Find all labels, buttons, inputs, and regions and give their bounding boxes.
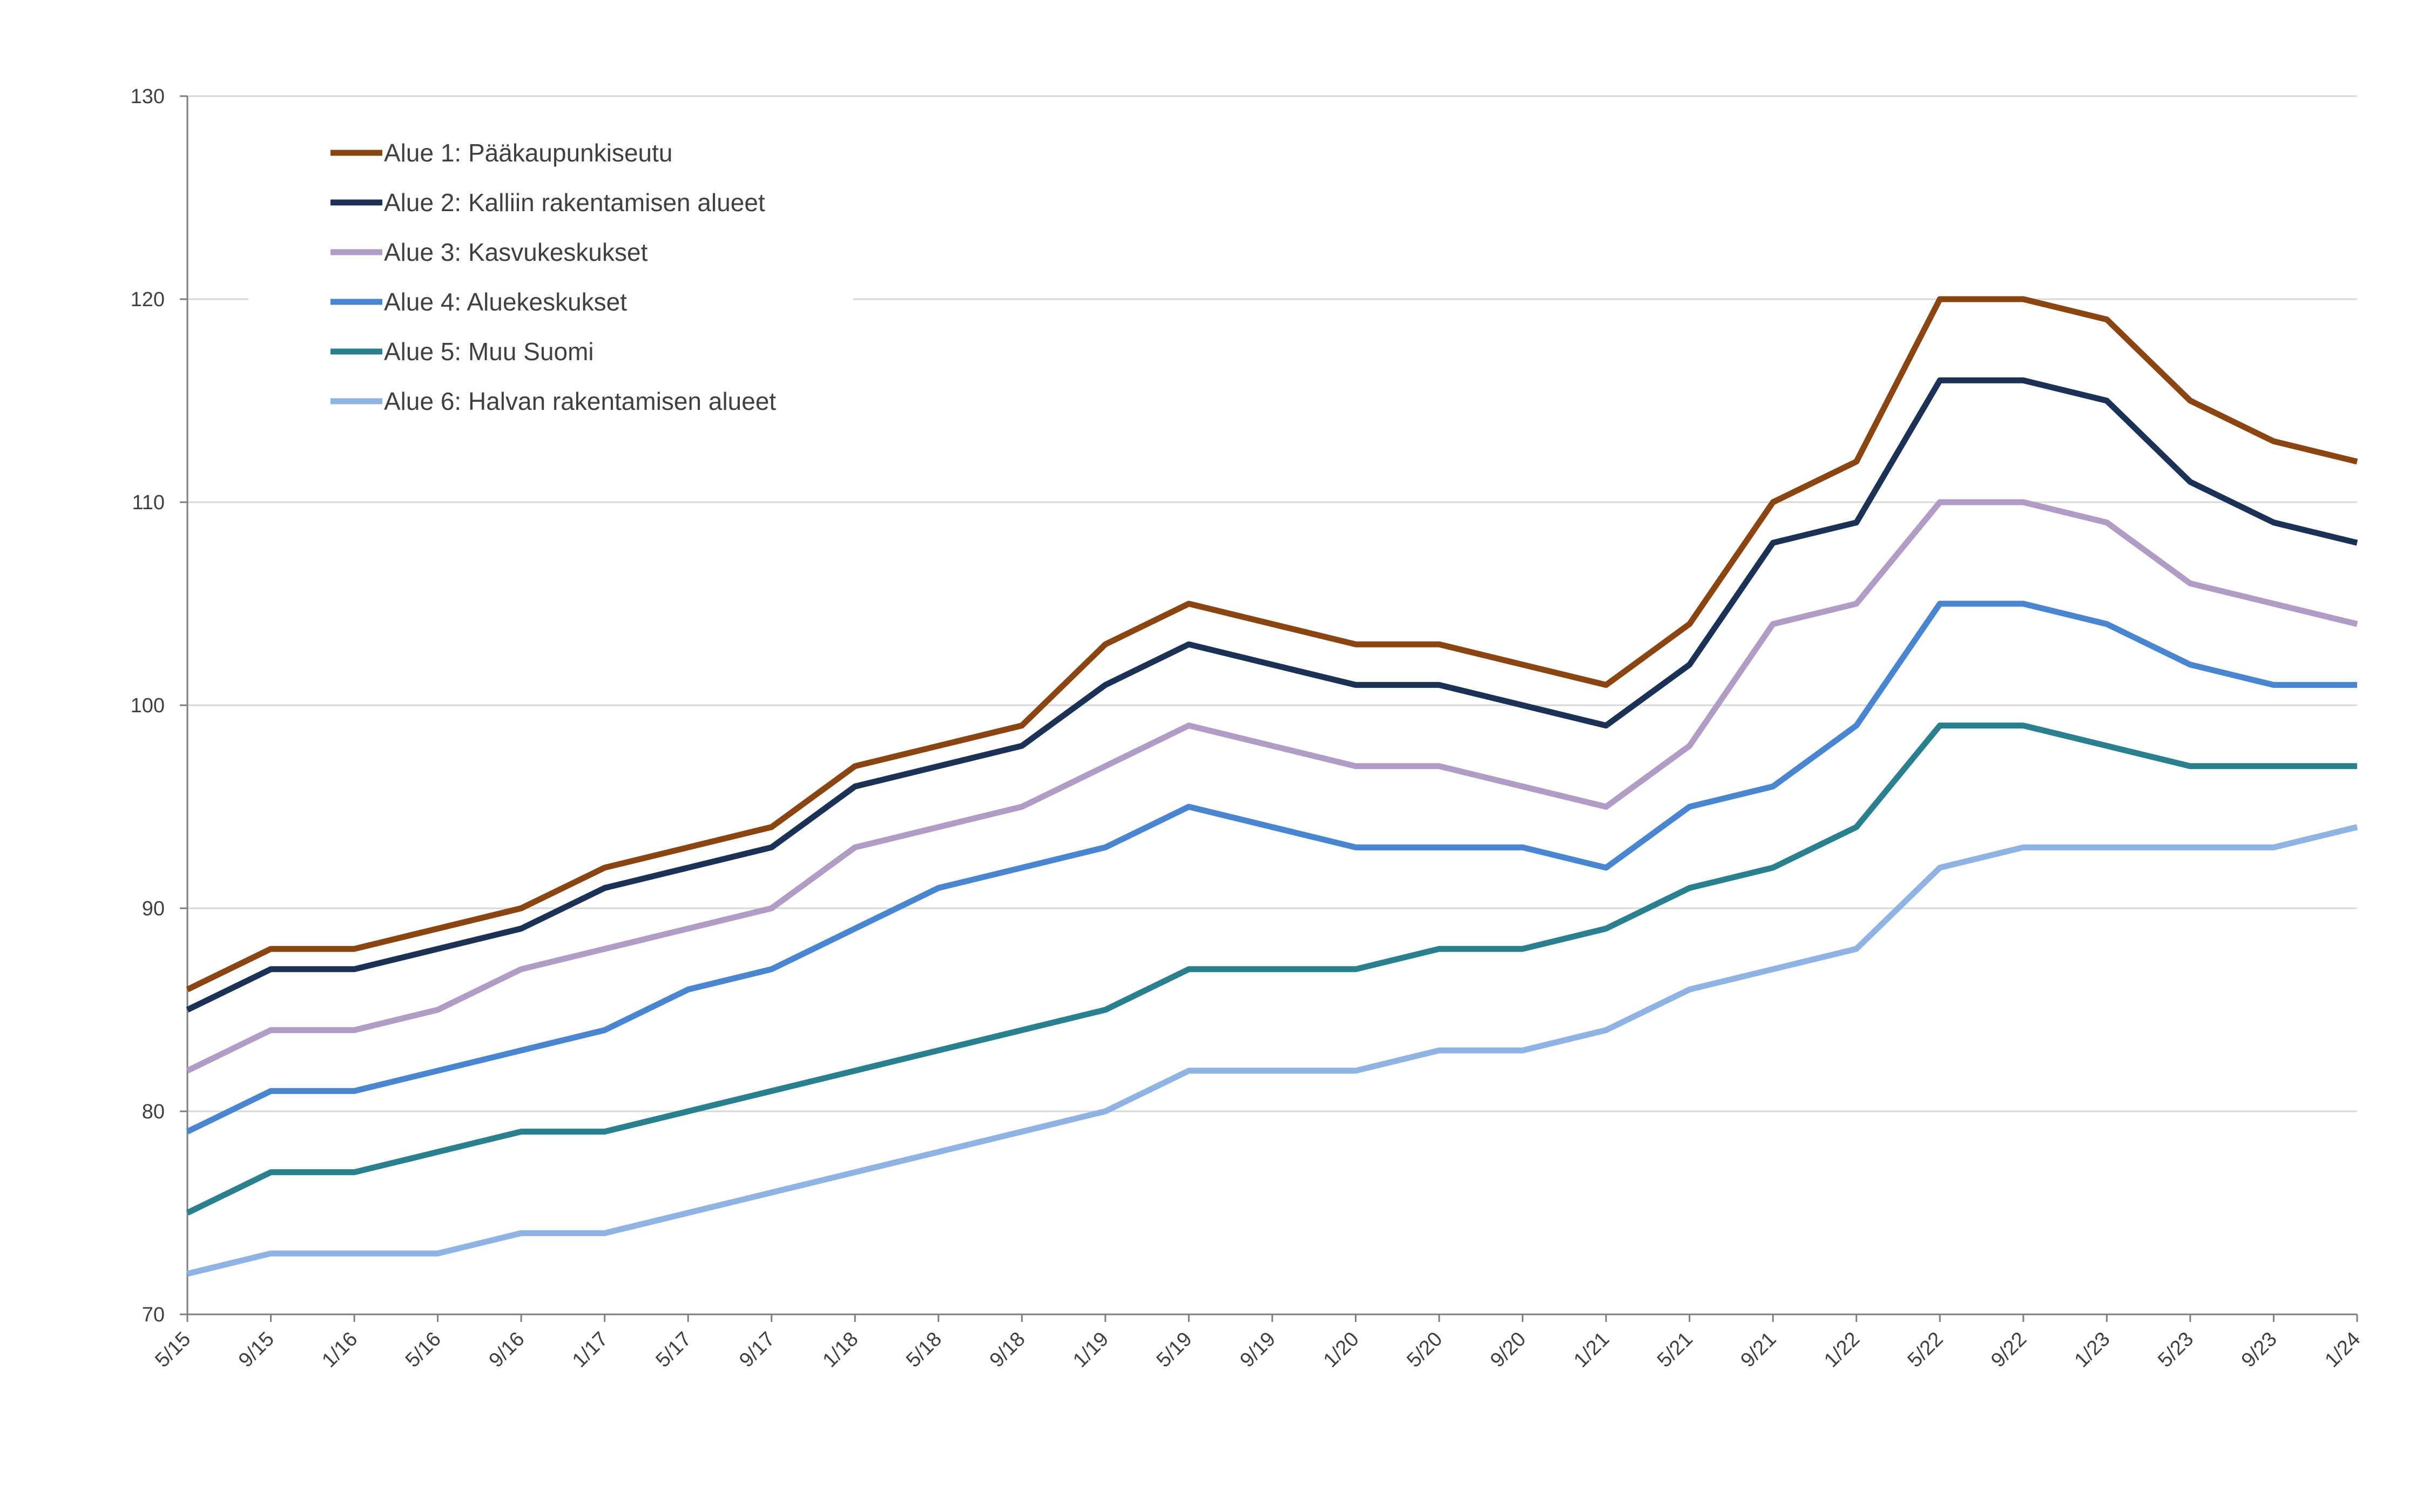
x-tick-label: 5/15	[151, 1328, 195, 1372]
x-tick-label: 9/22	[1987, 1328, 2031, 1372]
x-tick-label: 9/19	[1236, 1328, 1280, 1372]
legend-label-3: Alue 3: Kasvukeskukset	[384, 238, 648, 266]
legend: Alue 1: Pääkaupunkiseutu Alue 2: Kalliin …	[330, 139, 776, 415]
y-tick-label: 130	[131, 85, 165, 108]
x-tick-label: 5/23	[2154, 1328, 2198, 1372]
y-tick-labels: 70 80 90 100 110 120 130	[131, 85, 165, 1326]
x-tick-label: 9/21	[1737, 1328, 1781, 1372]
legend-label-4: Alue 4: Aluekeskukset	[384, 288, 627, 316]
x-tick-label: 5/21	[1653, 1328, 1697, 1372]
x-tick-label: 5/22	[1904, 1328, 1948, 1372]
series-line-6	[186, 824, 2358, 1277]
y-tick-label: 90	[142, 897, 165, 920]
x-tick-label: 1/23	[2070, 1328, 2115, 1372]
x-tick-label: 1/22	[1820, 1328, 1864, 1372]
series-line-5	[186, 723, 2357, 1216]
legend-background	[248, 120, 853, 422]
x-tick-label: 5/19	[1152, 1328, 1197, 1372]
x-tick-label: 1/19	[1069, 1328, 1113, 1372]
legend-label-1: Alue 1: Pääkaupunkiseutu	[384, 139, 673, 167]
x-tick-label: 5/18	[902, 1328, 946, 1372]
y-tick-label: 100	[131, 694, 165, 717]
x-tick-label: 9/15	[234, 1328, 279, 1372]
x-tick-label: 5/20	[1402, 1328, 1447, 1372]
x-tick-label: 1/21	[1570, 1328, 1614, 1372]
x-tick-label: 9/16	[485, 1328, 529, 1372]
x-tick-labels: 5/15 9/15 1/16 5/16 9/16 1/17 5/17 9/17 1/18 5/18…	[151, 1314, 2365, 1372]
legend-label-2: Alue 2: Kalliin rakentamisen alueet	[384, 188, 765, 217]
y-tick-label: 80	[142, 1101, 165, 1123]
x-tick-label: 1/20	[1319, 1328, 1364, 1372]
y-tick-label: 70	[142, 1304, 165, 1326]
series-lines	[186, 296, 2358, 1277]
legend-label-5: Alue 5: Muu Suomi	[384, 338, 594, 366]
series-line-3	[186, 499, 2358, 1074]
y-tick-label: 120	[131, 288, 165, 311]
legend-label-6: Alue 6: Halvan rakentamisen alueet	[384, 387, 776, 415]
series-line-4	[186, 600, 2357, 1135]
x-tick-label: 5/16	[401, 1328, 446, 1372]
x-tick-label: 1/24	[2320, 1328, 2365, 1372]
x-tick-label: 1/17	[568, 1328, 612, 1372]
x-tick-label: 5/17	[652, 1328, 696, 1372]
series-line-2	[186, 377, 2358, 1013]
x-tick-label: 1/16	[318, 1328, 362, 1372]
y-tick-label: 110	[132, 491, 165, 514]
x-tick-label: 9/23	[2237, 1328, 2282, 1372]
x-tick-label: 9/17	[735, 1328, 779, 1372]
series-line-1	[186, 296, 2358, 993]
x-tick-label: 9/20	[1486, 1328, 1530, 1372]
x-tick-label: 9/18	[986, 1328, 1030, 1372]
x-tick-label: 1/18	[819, 1328, 863, 1372]
